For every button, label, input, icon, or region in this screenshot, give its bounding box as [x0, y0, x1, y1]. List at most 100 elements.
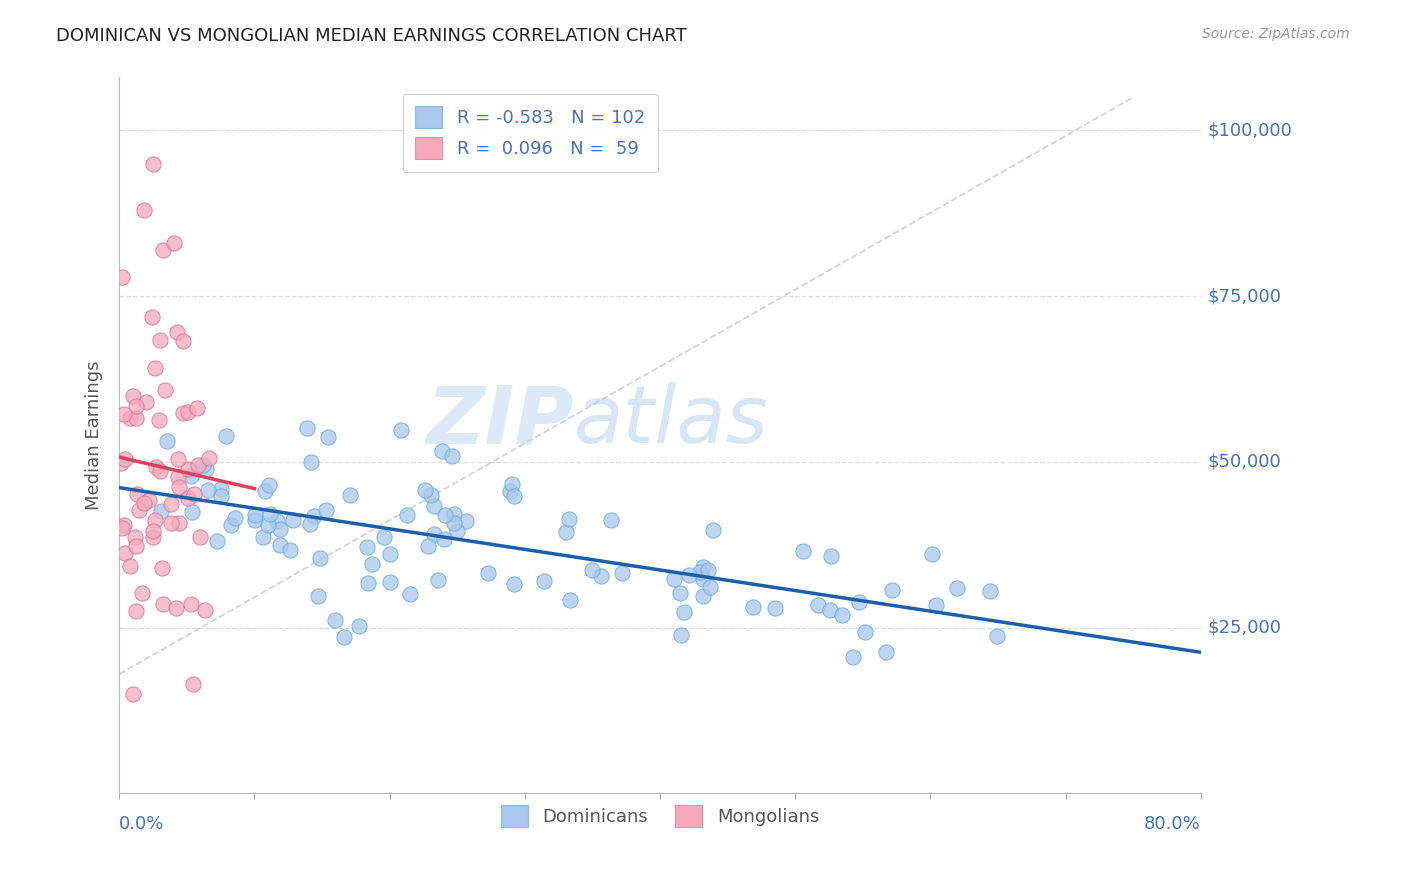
Point: [114, 452, 136, 467]
Point: [307, 589, 329, 603]
Point: [418, 539, 440, 553]
Point: [197, 483, 219, 498]
Point: [166, 600, 188, 615]
Point: [589, 568, 612, 582]
Point: [662, 572, 685, 586]
Point: [599, 512, 621, 526]
Point: [741, 599, 763, 614]
Point: [188, 530, 211, 544]
Point: [122, 389, 145, 403]
Point: [145, 460, 167, 475]
Point: [142, 156, 165, 170]
Point: [433, 532, 456, 546]
Point: [533, 574, 555, 588]
Point: [159, 516, 181, 530]
Point: [124, 530, 146, 544]
Point: [443, 516, 465, 531]
Point: [148, 413, 170, 427]
Point: [125, 603, 148, 617]
Point: [503, 489, 526, 503]
Point: [269, 538, 291, 552]
Point: [853, 625, 876, 640]
Point: [149, 463, 172, 477]
Point: [831, 607, 853, 622]
Point: [209, 489, 232, 503]
Text: $50,000: $50,000: [1208, 453, 1281, 471]
Point: [979, 583, 1001, 598]
Point: [446, 524, 468, 539]
Point: [141, 310, 163, 325]
Point: [121, 687, 143, 701]
Point: [669, 628, 692, 642]
Point: [181, 505, 204, 519]
Point: [295, 420, 318, 434]
Point: [183, 486, 205, 500]
Text: DOMINICAN VS MONGOLIAN MEDIAN EARNINGS CORRELATION CHART: DOMINICAN VS MONGOLIAN MEDIAN EARNINGS C…: [56, 27, 688, 45]
Point: [159, 497, 181, 511]
Point: [699, 580, 721, 594]
Point: [148, 333, 170, 347]
Point: [142, 524, 165, 538]
Text: atlas: atlas: [574, 382, 768, 460]
Point: [361, 557, 384, 571]
Point: [316, 430, 339, 444]
Point: [167, 516, 190, 530]
Point: [205, 534, 228, 549]
Point: [177, 491, 200, 505]
Point: [253, 483, 276, 498]
Point: [167, 470, 190, 484]
Point: [395, 508, 418, 522]
Point: [875, 645, 897, 659]
Point: [167, 452, 190, 467]
Point: [152, 560, 174, 574]
Point: [678, 568, 700, 582]
Point: [243, 508, 266, 523]
Text: $75,000: $75,000: [1208, 287, 1282, 305]
Point: [669, 586, 692, 600]
Point: [555, 524, 578, 539]
Point: [135, 394, 157, 409]
Point: [820, 549, 842, 564]
Point: [111, 521, 134, 535]
Point: [697, 563, 720, 577]
Point: [181, 677, 204, 691]
Point: [169, 480, 191, 494]
Text: 0.0%: 0.0%: [120, 814, 165, 833]
Point: [807, 598, 830, 612]
Point: [252, 530, 274, 544]
Point: [672, 606, 695, 620]
Point: [946, 581, 969, 595]
Point: [434, 508, 457, 523]
Point: [339, 488, 361, 502]
Point: [111, 270, 134, 285]
Point: [125, 399, 148, 413]
Point: [112, 517, 135, 532]
Point: [259, 507, 281, 521]
Point: [177, 405, 200, 419]
Text: $25,000: $25,000: [1208, 619, 1282, 637]
Point: [150, 504, 173, 518]
Point: [299, 455, 322, 469]
Point: [125, 411, 148, 425]
Point: [197, 451, 219, 466]
Point: [125, 539, 148, 553]
Point: [842, 650, 865, 665]
Point: [131, 586, 153, 600]
Point: [315, 502, 337, 516]
Point: [389, 423, 412, 437]
Point: [209, 483, 232, 497]
Point: [430, 443, 453, 458]
Point: [501, 477, 523, 491]
Text: $100,000: $100,000: [1208, 121, 1292, 139]
Point: [848, 595, 870, 609]
Point: [380, 574, 402, 589]
Point: [118, 410, 141, 425]
Point: [187, 458, 209, 472]
Point: [128, 502, 150, 516]
Point: [419, 488, 441, 502]
Point: [356, 540, 378, 554]
Point: [280, 542, 302, 557]
Point: [373, 530, 395, 544]
Point: [610, 566, 633, 580]
Point: [152, 598, 174, 612]
